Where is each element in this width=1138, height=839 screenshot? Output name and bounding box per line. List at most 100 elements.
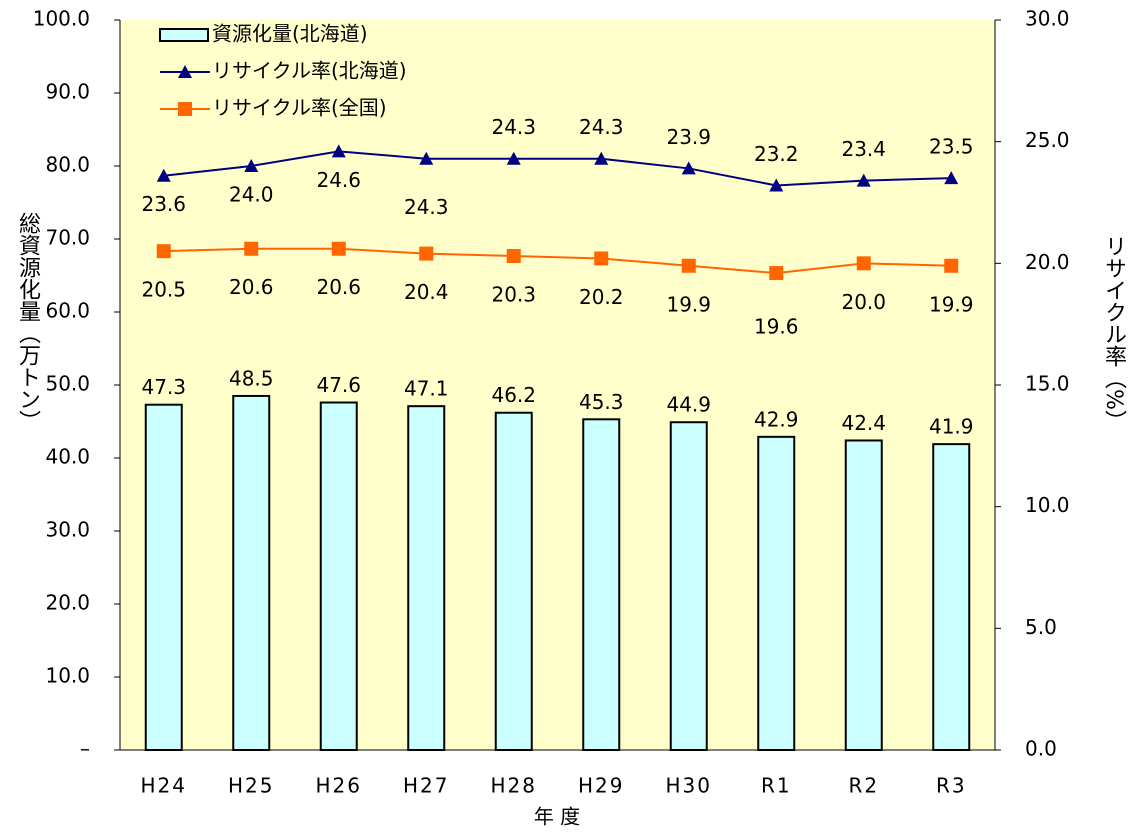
x-tick-label: H30 <box>666 774 713 798</box>
legend-marker <box>178 65 192 78</box>
x-tick-label: H29 <box>578 774 625 798</box>
y-tick-label: 60.0 <box>45 299 90 323</box>
marker <box>681 258 696 273</box>
line-value-label: 23.5 <box>929 135 974 159</box>
marker <box>506 151 521 165</box>
y-tick-label: 20.0 <box>45 591 90 615</box>
y2-tick-label: 0.0 <box>1025 737 1057 761</box>
marker <box>944 171 959 185</box>
line <box>163 247 952 275</box>
line-value-label: 23.6 <box>141 192 186 216</box>
line-value-label: 20.6 <box>316 275 361 299</box>
marker <box>156 244 171 259</box>
y2-tick-label: 15.0 <box>1025 372 1070 396</box>
bar <box>144 403 183 751</box>
x-tick-label: H27 <box>403 774 450 798</box>
bar-value-label: 48.5 <box>229 366 274 390</box>
legend-label: リサイクル率(北海道) <box>212 59 407 83</box>
marker <box>856 173 871 187</box>
marker <box>769 178 784 192</box>
line-value-label: 20.5 <box>141 278 186 302</box>
marker <box>331 144 346 158</box>
marker <box>331 241 346 256</box>
line-value-label: 23.4 <box>841 137 886 161</box>
bar <box>494 411 533 751</box>
x-tick-label: R1 <box>761 774 792 798</box>
y2-tick-label: 20.0 <box>1025 250 1070 274</box>
bar <box>407 405 446 751</box>
y-tick-label: 70.0 <box>45 226 90 250</box>
legend-label: 資源化量(北海道) <box>212 22 368 46</box>
y2-tick-label: 5.0 <box>1025 615 1057 639</box>
marker <box>594 251 609 266</box>
y-tick-label: – <box>80 737 90 761</box>
x-axis-label: 年 度 <box>534 805 580 829</box>
bar <box>932 443 971 751</box>
y2-tick-label: 25.0 <box>1025 128 1070 152</box>
line-value-label: 24.3 <box>404 195 449 219</box>
line-value-label: 19.9 <box>666 292 711 316</box>
legend: 資源化量(北海道) リサイクル率(北海道) リサイクル率(全国) <box>159 22 407 120</box>
legend-swatch <box>159 28 209 42</box>
bar <box>669 421 708 751</box>
bar-value-label: 47.6 <box>316 373 361 397</box>
bar-value-label: 47.3 <box>141 375 186 399</box>
marker <box>681 161 696 175</box>
x-tick-label: R3 <box>936 774 967 798</box>
x-tick-label: H28 <box>491 774 538 798</box>
y-tick-label: 40.0 <box>45 445 90 469</box>
line-value-label: 19.6 <box>754 315 799 339</box>
y-tick-label: 100.0 <box>33 7 90 31</box>
marker <box>506 249 521 264</box>
line-value-label: 24.3 <box>579 115 624 139</box>
y-tick-label: 10.0 <box>45 664 90 688</box>
line <box>163 150 952 187</box>
marker <box>244 241 259 256</box>
x-tick-label: R2 <box>848 774 879 798</box>
y-tick-label: 80.0 <box>45 153 90 177</box>
line-value-label: 19.9 <box>929 292 974 316</box>
y-tick-label: 50.0 <box>45 372 90 396</box>
y-tick-label: 90.0 <box>45 80 90 104</box>
bar-value-label: 46.2 <box>491 383 536 407</box>
bar <box>582 418 621 751</box>
line-value-label: 23.9 <box>666 125 711 149</box>
line-value-label: 24.3 <box>491 115 536 139</box>
y2-tick-label: 30.0 <box>1025 7 1070 31</box>
line-value-label: 20.3 <box>491 283 536 307</box>
marker <box>156 168 171 182</box>
bar <box>757 435 796 751</box>
x-tick-label: H25 <box>228 774 275 798</box>
bar-value-label: 47.1 <box>404 377 449 401</box>
line-value-label: 24.6 <box>316 168 361 192</box>
legend-label: リサイクル率(全国) <box>212 96 387 120</box>
bar-value-label: 42.4 <box>841 411 886 435</box>
line-value-label: 24.0 <box>229 183 274 207</box>
marker <box>419 151 434 165</box>
bar-value-label: 41.9 <box>929 415 974 439</box>
marker <box>244 159 259 172</box>
line-value-label: 20.6 <box>229 275 274 299</box>
line-value-label: 20.0 <box>841 290 886 314</box>
bar <box>232 394 271 751</box>
marker <box>944 258 959 273</box>
bar <box>844 439 883 751</box>
bar-value-label: 44.9 <box>666 393 711 417</box>
line-value-label: 20.2 <box>579 285 624 309</box>
x-tick-label: H24 <box>141 774 188 798</box>
marker <box>856 256 871 271</box>
y2-tick-label: 10.0 <box>1025 493 1070 517</box>
bar-value-label: 45.3 <box>579 390 624 414</box>
line-value-label: 23.2 <box>754 142 799 166</box>
marker <box>419 246 434 261</box>
marker <box>594 151 609 165</box>
y2-axis-label: リサイクル率（%） <box>1101 235 1127 432</box>
marker <box>769 266 784 281</box>
bar <box>319 401 358 751</box>
legend-marker <box>178 102 192 116</box>
line-value-label: 20.4 <box>404 280 449 304</box>
y-tick-label: 30.0 <box>45 518 90 542</box>
bar-value-label: 42.9 <box>754 407 799 431</box>
